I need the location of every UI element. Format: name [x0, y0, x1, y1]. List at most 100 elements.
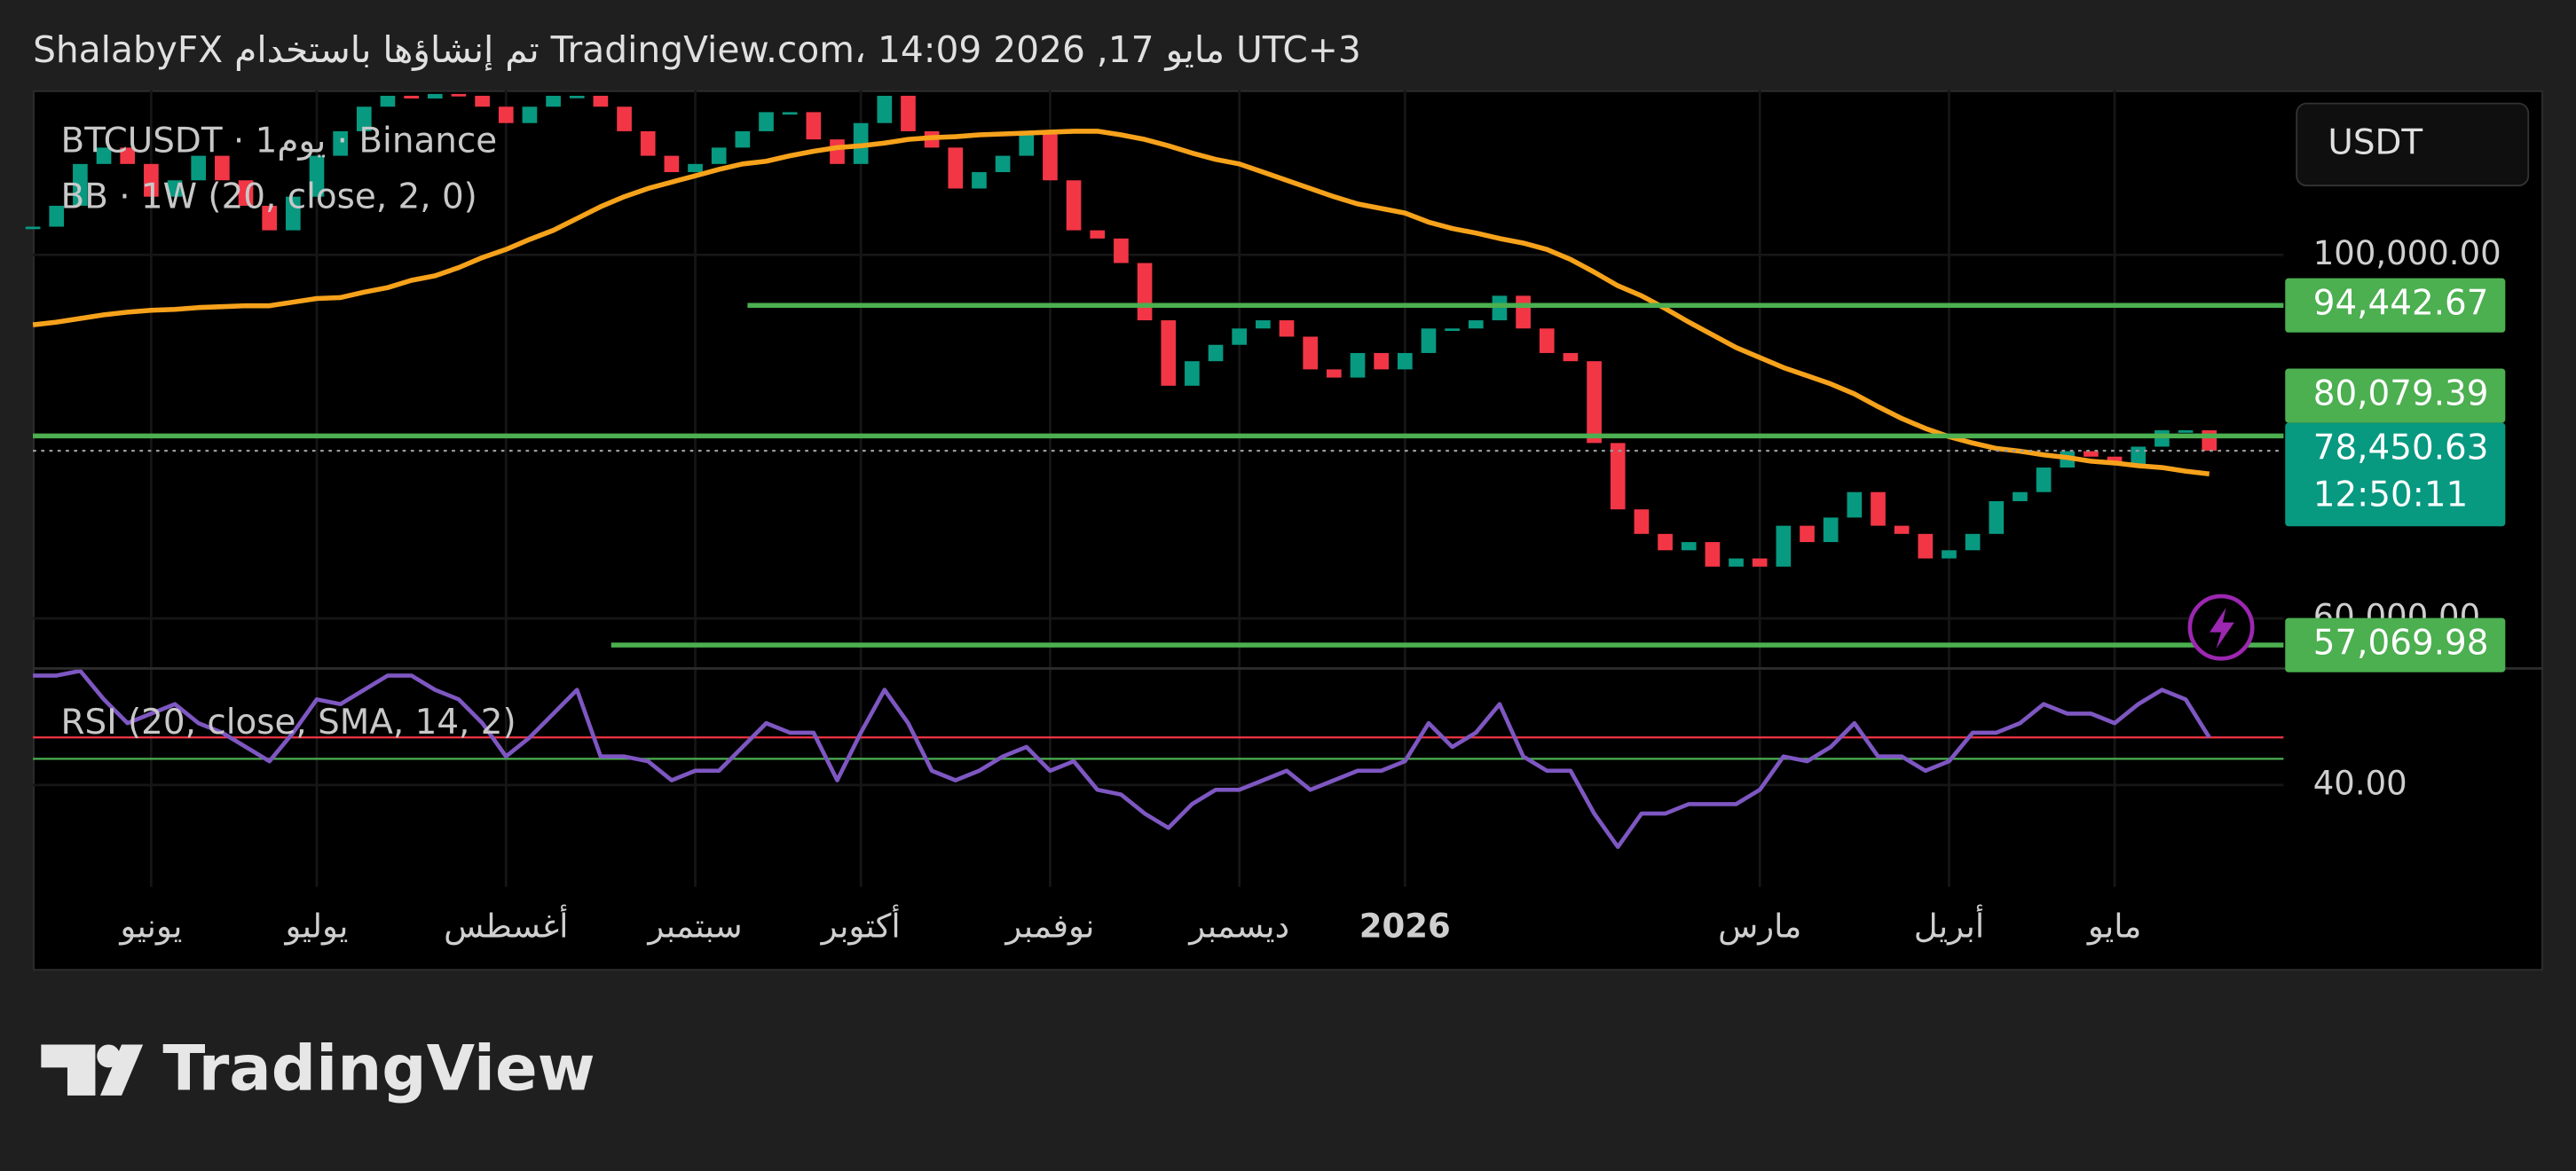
candle: [1871, 491, 1886, 526]
candle: [1397, 352, 1413, 370]
x-tick-label: نوفمبر: [1004, 908, 1094, 946]
candle: [1161, 320, 1177, 386]
candle: [1752, 558, 1768, 567]
x-tick-label: أكتوبر: [820, 905, 901, 946]
bb-line: [32, 129, 2210, 476]
candle: [2084, 451, 2099, 457]
candle: [664, 155, 680, 173]
candle: [688, 163, 703, 173]
candle: [1043, 130, 1058, 181]
candle: [404, 95, 419, 99]
candle: [1208, 344, 1224, 362]
candle: [1847, 491, 1863, 518]
alert-bolt[interactable]: [2210, 607, 2234, 649]
x-tick-label: ديسمبر: [1187, 908, 1289, 946]
candle: [830, 139, 845, 164]
candle: [1942, 550, 1957, 559]
plot-area: [25, 90, 2284, 887]
candle: [498, 106, 514, 123]
candle: [1492, 295, 1508, 321]
chart-panel: [33, 90, 2543, 971]
candle: [546, 95, 561, 107]
logo-text: TradingView: [162, 1032, 595, 1104]
rsi-line: [33, 668, 2211, 849]
candle: [1114, 238, 1129, 263]
logo: TradingView: [41, 1032, 595, 1104]
alert-icon[interactable]: [2187, 593, 2255, 661]
candle: [1090, 230, 1106, 239]
currency-label[interactable]: USDT: [2328, 122, 2422, 162]
x-tick-label: مارس: [1718, 908, 1801, 946]
x-tick-label: مايو: [2086, 908, 2142, 946]
price-label: 78,450.63: [2313, 428, 2489, 468]
currency-button[interactable]: [2296, 102, 2530, 187]
candle: [1256, 320, 1271, 329]
candle: [1137, 263, 1153, 321]
candle: [451, 93, 467, 97]
countdown-label: 12:50:11: [2313, 475, 2469, 515]
candle: [286, 196, 301, 231]
x-tick-label: أغسطس: [444, 905, 568, 946]
candle: [1705, 542, 1721, 567]
candle: [73, 163, 88, 206]
symbol-legend: BTCUSDT · 1يوم · Binance: [61, 122, 498, 161]
candle: [309, 155, 325, 197]
candle: [1350, 352, 1366, 378]
candle: [1989, 500, 2005, 534]
overlay: يونيو يوليو أغسطس سبتمبر أكتوبر نوفمبر ديسمبر 2…: [118, 234, 2506, 946]
candle: [2178, 430, 2194, 433]
candle: [995, 155, 1011, 173]
x-tick-label: 2026: [1359, 908, 1451, 946]
rsi-tick-label: 40.00: [2313, 764, 2407, 802]
candle: [1516, 295, 1531, 329]
candle: [427, 93, 443, 99]
logo-mark: [41, 1044, 96, 1096]
candle: [1185, 361, 1200, 386]
candle: [569, 95, 585, 98]
price-label-box: [2285, 422, 2506, 527]
candle: [711, 147, 727, 164]
candle: [356, 106, 372, 131]
x-tick-label: يونيو: [118, 908, 182, 946]
candle: [2131, 446, 2147, 465]
candle: [475, 95, 490, 107]
candle: [1421, 328, 1437, 353]
candle: [1019, 130, 1035, 156]
candle: [1303, 336, 1319, 370]
candle: [2013, 491, 2028, 501]
candle: [1374, 352, 1389, 370]
candle: [948, 147, 964, 189]
candle: [238, 180, 254, 206]
candle: [1823, 517, 1839, 543]
candle: [1681, 542, 1697, 551]
x-tick-label: يوليو: [283, 908, 348, 946]
candle: [144, 163, 159, 197]
candle: [380, 95, 396, 107]
candle: [735, 130, 751, 148]
candle: [1965, 533, 1981, 551]
price-label-box: [2285, 278, 2506, 333]
bb-legend: BB · 1W (20, close, 2, 0): [61, 177, 477, 217]
candle: [1539, 328, 1555, 353]
candle: [593, 95, 609, 107]
candle: [262, 205, 278, 231]
candle: [1729, 558, 1744, 567]
candle: [1232, 328, 1248, 345]
candle: [640, 130, 656, 156]
candle: [782, 112, 798, 115]
candle: [1776, 525, 1792, 567]
candle: [191, 155, 207, 181]
x-tick-label: سبتمبر: [646, 908, 742, 946]
candle: [1610, 443, 1626, 510]
candle: [972, 172, 987, 189]
price-label: 80,079.39: [2313, 374, 2489, 414]
candle: [806, 112, 822, 140]
candle: [1445, 328, 1460, 332]
candle: [1563, 352, 1579, 362]
y-tick-label: 100,000.00: [2313, 234, 2501, 272]
candle: [96, 147, 112, 164]
candle: [901, 95, 916, 131]
price-label-box: [2285, 368, 2506, 423]
candle: [877, 95, 893, 123]
